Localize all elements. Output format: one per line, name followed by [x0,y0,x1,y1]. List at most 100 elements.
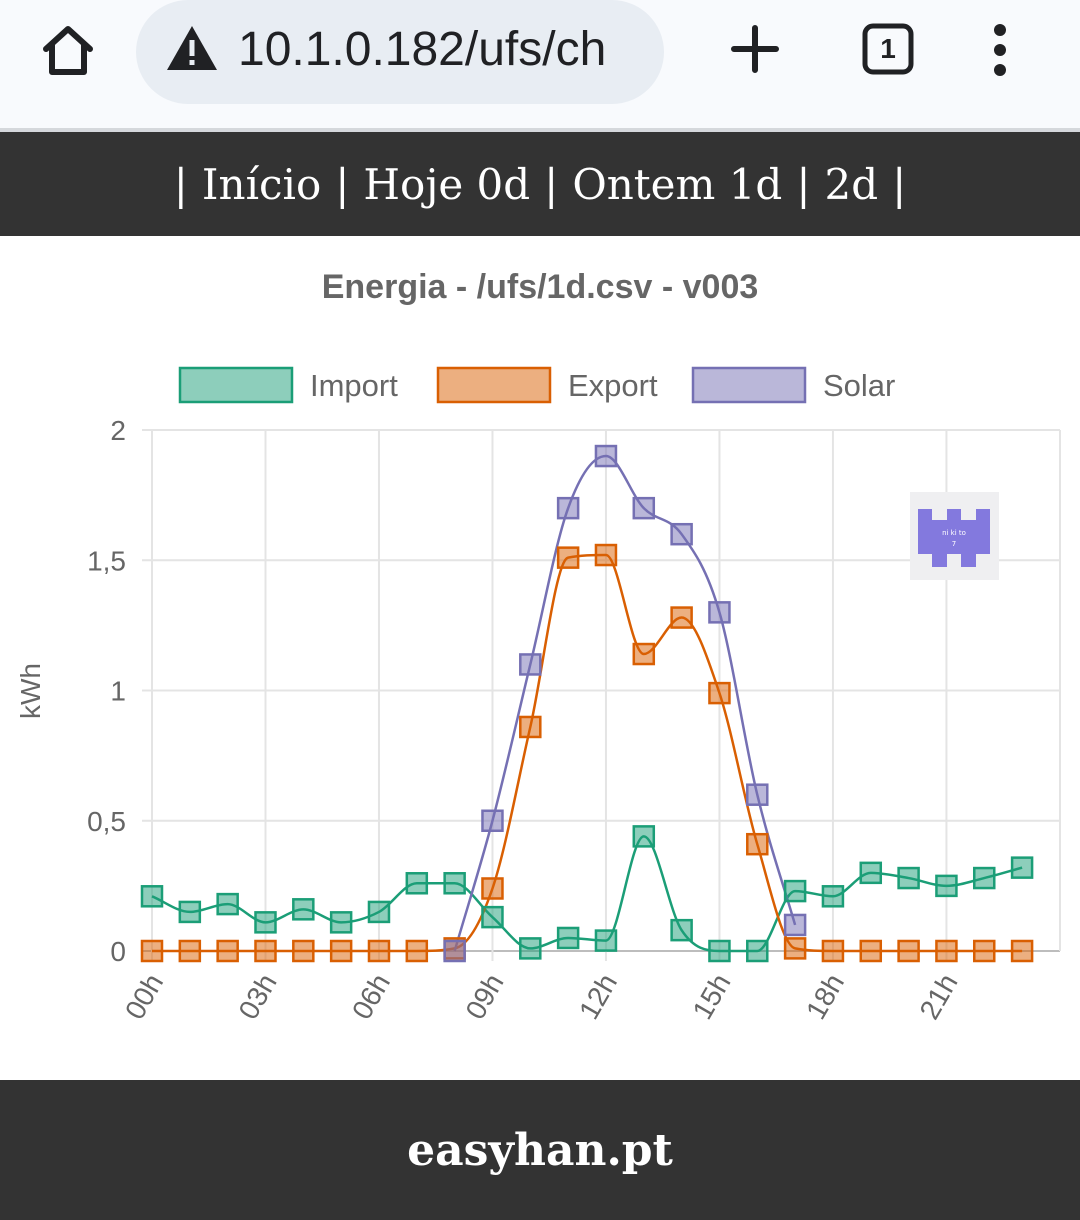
x-tick-label: 03h [232,969,282,1025]
y-axis: 0 0,5 1 1,5 2 [87,415,126,967]
data-point-import[interactable] [897,866,920,890]
x-tick-label: 00h [119,969,169,1025]
data-point-import[interactable] [405,872,429,895]
data-point-export[interactable] [897,939,920,963]
data-point-export[interactable] [556,546,580,569]
data-point-export[interactable] [632,642,656,666]
nav-link-2d[interactable]: 2d [824,159,879,209]
data-point-solar[interactable] [708,601,731,624]
data-point-export[interactable] [670,606,693,629]
browser-toolbar: 10.1.0.182/ufs/ch 1 [0,0,1080,128]
x-tick-label: 09h [459,969,509,1025]
data-point-import[interactable] [216,892,239,916]
home-icon[interactable] [40,22,96,78]
y-tick-label: 2 [110,415,126,446]
energy-chart: Energia - /ufs/1d.csv - v003 Import Expor… [15,268,1061,1025]
data-point-import[interactable] [594,929,618,952]
data-point-import[interactable] [973,866,996,890]
data-point-solar[interactable] [556,496,580,520]
tab-switcher-icon[interactable]: 1 [862,23,914,75]
data-point-export[interactable] [367,939,391,963]
data-point-export[interactable] [329,939,353,963]
y-tick-label: 0 [110,936,126,967]
y-tick-label: 1,5 [87,545,126,576]
chart-legend: Import Export Solar [178,366,895,404]
footer-brand[interactable]: easyhan.pt [407,1124,673,1176]
data-point-import[interactable] [367,900,391,924]
x-tick-label: 06h [346,969,396,1025]
data-point-import[interactable] [708,939,731,963]
nav-separator: | [796,159,811,209]
data-point-export[interactable] [254,939,277,963]
data-point-import[interactable] [935,874,958,898]
data-point-import[interactable] [1010,856,1034,879]
data-point-import[interactable] [254,911,277,934]
data-point-solar[interactable] [746,783,769,806]
data-point-solar[interactable] [670,522,693,546]
data-point-solar[interactable] [594,444,618,468]
series-lines [151,454,1023,953]
nav-separator: | [173,159,188,209]
data-point-import[interactable] [443,872,466,895]
nav-separator: | [335,159,350,209]
data-point-export[interactable] [783,937,807,960]
data-point-export[interactable] [935,939,958,963]
data-point-export[interactable] [178,939,202,963]
url-text[interactable]: 10.1.0.182/ufs/ch [238,23,607,76]
data-point-import[interactable] [783,879,807,903]
data-point-import[interactable] [746,939,769,963]
data-point-import[interactable] [178,900,202,924]
data-point-export[interactable] [746,832,769,856]
data-point-import[interactable] [556,926,580,950]
data-point-export[interactable] [594,543,618,567]
data-point-import[interactable] [519,937,542,960]
legend-label: Solar [823,368,895,403]
data-point-import[interactable] [292,898,315,921]
data-point-solar[interactable] [519,653,542,676]
legend-swatch [691,366,807,404]
x-axis: 00h 03h 06h 09h 12h 15h 18h 21h [119,969,964,1025]
data-point-import[interactable] [632,825,656,848]
data-point-export[interactable] [405,939,429,963]
legend-label: Import [310,368,398,403]
data-point-export[interactable] [821,939,845,963]
x-tick-label: 18h [800,969,850,1025]
data-point-export[interactable] [859,939,883,963]
data-point-export[interactable] [292,939,315,963]
plus-icon[interactable] [730,24,780,74]
data-point-solar[interactable] [632,496,656,520]
data-point-solar[interactable] [783,913,807,937]
toolbar-divider [0,128,1080,132]
badge-logo: ni ki to 7 [910,492,999,580]
data-point-import[interactable] [481,905,504,929]
data-point-import[interactable] [329,911,353,934]
data-point-export[interactable] [1010,939,1034,963]
more-vert-icon[interactable] [990,22,1010,78]
address-bar[interactable] [136,0,664,104]
nav-link-ontem[interactable]: Ontem 1d [572,159,783,209]
series-line-export [151,553,1023,953]
data-point-import[interactable] [140,885,164,908]
legend-swatch [436,366,552,404]
data-point-export[interactable] [216,939,239,963]
data-point-solar[interactable] [443,939,466,963]
data-point-import[interactable] [821,885,845,908]
x-tick-label: 21h [913,969,963,1025]
y-tick-label: 0,5 [87,806,126,837]
data-point-export[interactable] [481,877,504,900]
data-point-export[interactable] [519,715,542,739]
x-tick-label: 12h [573,969,623,1025]
warning-icon[interactable] [166,24,218,72]
data-point-export[interactable] [708,681,731,705]
nav-link-hoje[interactable]: Hoje 0d [363,159,531,209]
data-point-import[interactable] [859,861,883,885]
x-tick-label: 15h [686,969,736,1025]
data-point-solar[interactable] [481,809,504,832]
nav-link-inicio[interactable]: Início [201,159,322,209]
data-point-export[interactable] [973,939,996,963]
site-nav: | Início | Hoje 0d | Ontem 1d | 2d | [0,132,1080,236]
nav-separator: | [544,159,559,209]
data-point-import[interactable] [670,918,693,942]
data-point-export[interactable] [140,939,164,963]
y-axis-label: kWh [15,663,46,719]
